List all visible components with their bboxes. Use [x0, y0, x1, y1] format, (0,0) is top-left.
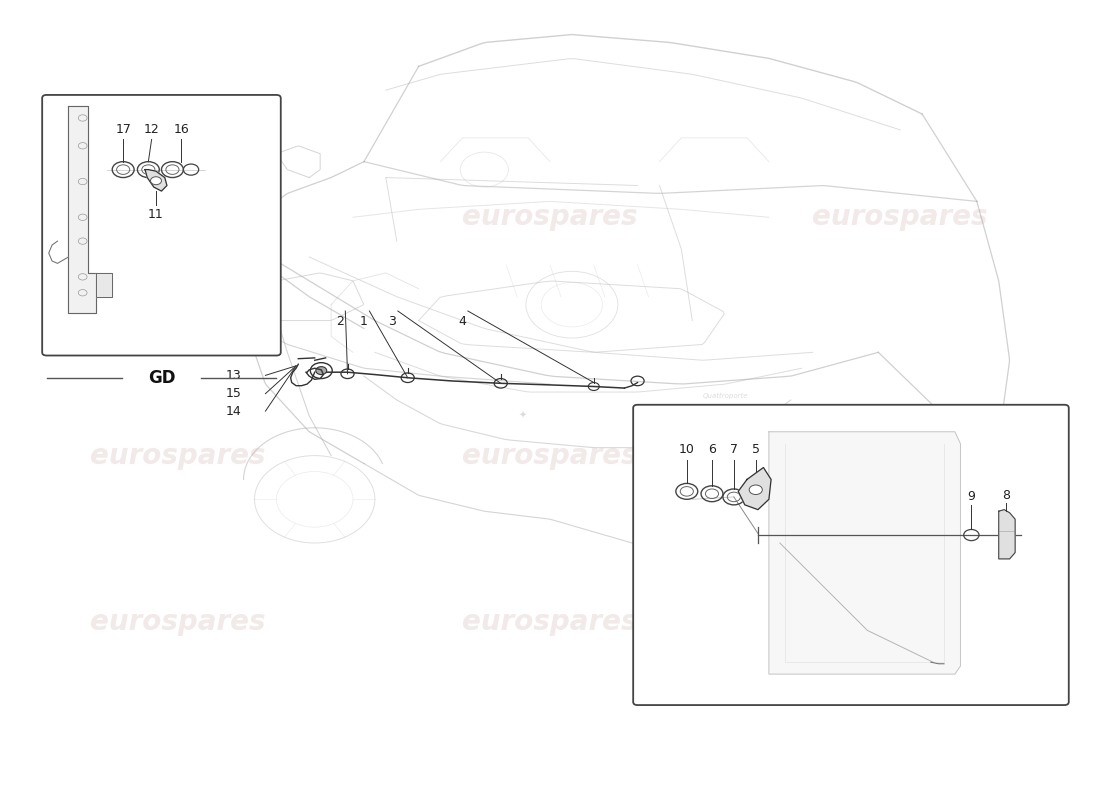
Polygon shape	[68, 106, 96, 313]
FancyBboxPatch shape	[634, 405, 1069, 705]
Text: eurospares: eurospares	[90, 203, 265, 231]
Text: 4: 4	[459, 315, 466, 328]
Text: 9: 9	[967, 490, 976, 503]
Text: eurospares: eurospares	[462, 203, 638, 231]
Text: eurospares: eurospares	[813, 203, 988, 231]
Text: 14: 14	[226, 405, 241, 418]
Text: 3: 3	[388, 315, 396, 328]
Text: 8: 8	[1002, 489, 1011, 502]
Text: 11: 11	[148, 208, 164, 221]
Circle shape	[316, 366, 327, 374]
Text: Quattroporte: Quattroporte	[703, 393, 748, 399]
Text: 13: 13	[226, 369, 241, 382]
Polygon shape	[145, 170, 167, 191]
Text: 6: 6	[708, 442, 716, 456]
Text: 10: 10	[679, 442, 695, 456]
Text: eurospares: eurospares	[813, 442, 988, 470]
Text: 12: 12	[144, 123, 159, 136]
Polygon shape	[738, 467, 771, 510]
Text: eurospares: eurospares	[462, 609, 638, 637]
Circle shape	[151, 177, 162, 185]
Text: ✦: ✦	[518, 411, 527, 421]
Text: eurospares: eurospares	[90, 442, 265, 470]
Text: eurospares: eurospares	[462, 442, 638, 470]
Text: 1: 1	[360, 315, 367, 328]
Circle shape	[749, 485, 762, 494]
Text: 17: 17	[116, 123, 131, 136]
Polygon shape	[96, 273, 112, 297]
Polygon shape	[769, 432, 960, 674]
Text: 5: 5	[751, 442, 760, 456]
Text: 16: 16	[174, 123, 189, 136]
Polygon shape	[999, 510, 1015, 559]
Text: eurospares: eurospares	[90, 609, 265, 637]
Text: GD: GD	[147, 369, 175, 386]
Text: 2: 2	[336, 315, 344, 328]
Text: 15: 15	[226, 387, 241, 400]
FancyBboxPatch shape	[42, 95, 280, 355]
Text: 7: 7	[730, 442, 738, 456]
